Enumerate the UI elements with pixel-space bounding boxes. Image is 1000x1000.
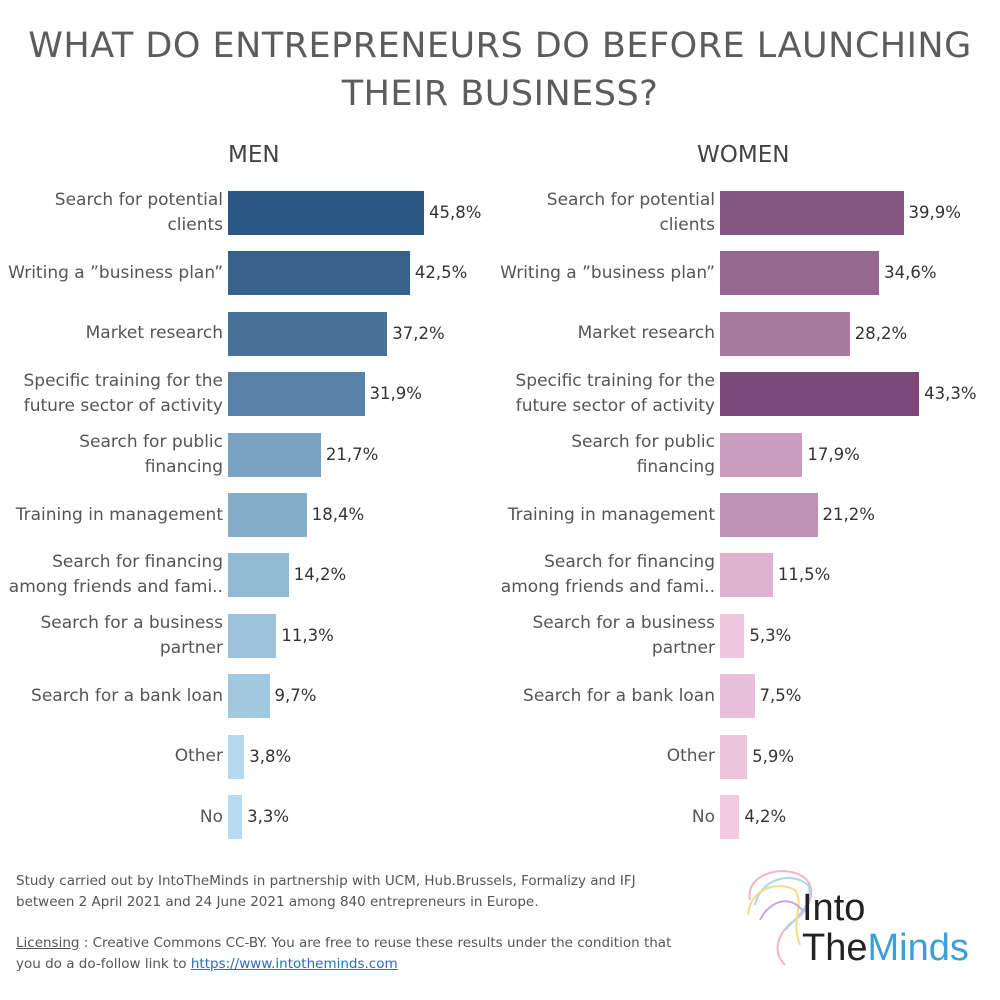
women-value-label: 5,9% [752,746,795,766]
study-line-1: Study carried out by IntoTheMinds in par… [16,873,636,889]
brain-icon: Into TheMinds [747,870,969,969]
women-bar [720,191,904,235]
intotheminds-logo: Into TheMinds [740,860,980,980]
men-value-label: 21,7% [325,444,379,464]
men-category-label: Training in management [15,504,223,525]
men-bar [228,251,410,296]
women-value-label: 11,5% [777,565,831,585]
men-category-label: Search for potential clients [54,190,223,235]
men-bar [228,493,307,537]
men-value-label: 3,8% [249,746,292,766]
women-category-label: Writing a ”business plan” [500,262,715,283]
licensing-label: Licensing [16,935,80,951]
men-category-label: Search for a bank loan [31,685,223,706]
women-category-label: Search for a business partner [532,612,715,658]
women-panel-title: WOMEN [697,142,790,168]
men-category-label: Search for a business partner [40,612,223,658]
men-category-label: Search for public financing [79,431,223,477]
women-value-label: 39,9% [908,203,961,222]
women-bar [720,311,850,356]
title-line-1: WHAT DO ENTREPRENEURS DO BEFORE LAUNCHIN… [28,26,972,66]
men-category-label: No [199,806,223,827]
men-bar [228,372,365,417]
men-bar [228,613,277,658]
women-bar [720,251,880,296]
women-category-label: Other [666,746,715,767]
men-bar [228,795,243,839]
women-value-label: 5,3% [749,625,792,645]
licensing-text: : Creative Commons CC-BY. You are free t… [79,935,672,951]
title-line-2: THEIR BUSINESS? [341,74,659,114]
men-value-label: 45,8% [429,203,482,222]
women-bar [720,734,748,779]
women-value-label: 4,2% [744,807,787,826]
women-category-label: Search for potential clients [546,190,715,235]
men-category-label: Search for financing among friends and f… [8,552,223,598]
men-bar [228,734,245,779]
men-bar [228,191,425,235]
men-bar [228,311,388,356]
men-category-label: Other [174,746,223,767]
licensing-text-2: you do a do-follow link to [16,956,191,972]
chart-title: WHAT DO ENTREPRENEURS DO BEFORE LAUNCHIN… [0,22,1000,118]
study-line-2: between 2 April 2021 and 24 June 2021 am… [16,894,539,910]
men-value-label: 11,3% [281,625,334,645]
men-category-label: Specific training for the future sector … [23,371,223,417]
women-category-label: Search for public financing [571,431,715,477]
women-value-label: 34,6% [884,263,937,283]
men-bar [228,432,321,477]
women-category-label: Specific training for the future sector … [515,371,715,417]
men-bar [228,553,289,598]
men-value-label: 37,2% [392,323,445,343]
women-bar [720,553,773,598]
licensing-note: Licensing : Creative Commons CC-BY. You … [16,933,671,975]
women-value-label: 21,2% [822,505,875,524]
men-bar [228,674,270,719]
men-value-label: 18,4% [311,505,365,524]
women-value-label: 43,3% [924,384,977,404]
men-value-label: 3,3% [247,807,290,826]
men-value-label: 42,5% [414,263,468,283]
women-bar [720,432,803,477]
svg-text:TheMinds: TheMinds [802,927,969,969]
men-category-label: Market research [85,323,223,344]
men-value-label: 31,9% [369,384,422,404]
men-value-label: 9,7% [274,686,317,706]
women-value-label: 7,5% [759,686,802,706]
men-panel-title: MEN [228,142,280,168]
men-category-label: Writing a ”business plan” [8,262,223,283]
women-category-label: No [691,806,715,827]
women-bar [720,493,818,537]
women-category-label: Search for a bank loan [523,685,715,706]
women-bar [720,613,745,658]
men-value-label: 14,2% [293,565,347,585]
study-note: Study carried out by IntoTheMinds in par… [16,871,636,913]
website-link[interactable]: https://www.intotheminds.com [190,956,398,972]
svg-text:Into: Into [802,887,865,929]
women-category-label: Search for financing among friends and f… [500,552,715,598]
women-bar [720,372,920,417]
women-bar [720,674,755,719]
women-category-label: Market research [577,323,715,344]
women-bar [720,795,740,839]
women-value-label: 17,9% [807,444,860,464]
women-category-label: Training in management [507,504,715,525]
women-value-label: 28,2% [854,323,908,343]
